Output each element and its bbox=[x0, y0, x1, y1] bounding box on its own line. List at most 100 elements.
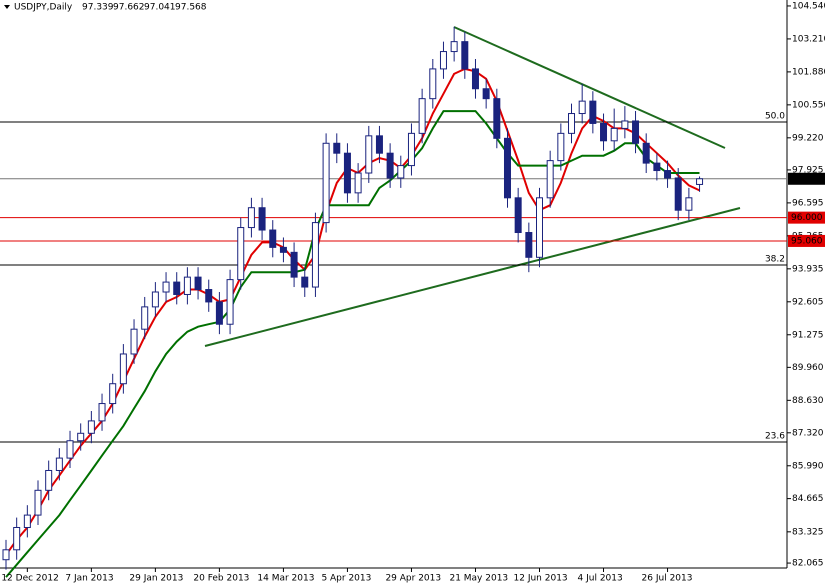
candle-body bbox=[503, 137, 511, 199]
x-tick-label: 29 Jan 2013 bbox=[129, 574, 183, 584]
candle-body bbox=[205, 289, 213, 303]
price-tag-label: 96.000 bbox=[791, 213, 823, 223]
candle-body bbox=[610, 127, 618, 142]
candle-body bbox=[365, 135, 373, 174]
candle-body bbox=[471, 68, 479, 90]
candle-body bbox=[13, 526, 21, 551]
candle-body bbox=[407, 132, 415, 167]
price-tag bbox=[788, 211, 825, 224]
candle-body bbox=[333, 142, 341, 154]
header-high: 97.662 bbox=[113, 3, 145, 13]
candle-body bbox=[173, 281, 181, 295]
x-tick-label: 12 Dec 2012 bbox=[1, 574, 59, 584]
candle-body bbox=[429, 68, 437, 100]
candle-body bbox=[66, 440, 74, 459]
y-tick-label: 101.880 bbox=[792, 67, 825, 77]
current-price-label: 97.568 bbox=[791, 174, 823, 184]
y-tick-label: 84.665 bbox=[792, 494, 824, 504]
y-tick-label: 82.065 bbox=[792, 559, 824, 569]
candle-body bbox=[77, 432, 85, 442]
candle-body bbox=[226, 279, 234, 325]
candle-body bbox=[311, 222, 319, 288]
y-tick-label: 83.325 bbox=[792, 527, 824, 537]
y-tick-label: 97.925 bbox=[792, 165, 824, 175]
candle-body bbox=[301, 276, 309, 288]
candle-body bbox=[557, 132, 565, 162]
candle-body bbox=[151, 291, 159, 308]
candle-body bbox=[269, 229, 277, 248]
candle-body bbox=[258, 207, 266, 231]
x-tick-label: 4 Jul 2013 bbox=[578, 574, 623, 584]
y-tick-label: 96.595 bbox=[792, 198, 824, 208]
y-tick-label: 87.320 bbox=[792, 428, 824, 438]
y-tick-label: 100.550 bbox=[792, 100, 825, 110]
x-tick-label: 12 Jun 2013 bbox=[514, 574, 568, 584]
candle-body bbox=[237, 227, 245, 281]
trendline-lower bbox=[204, 207, 741, 347]
candle-body bbox=[194, 276, 202, 291]
candle-body bbox=[696, 178, 704, 185]
x-tick-label: 5 Apr 2013 bbox=[321, 574, 371, 584]
candle-body bbox=[45, 469, 53, 491]
y-tick-label: 103.210 bbox=[792, 34, 825, 44]
candle-body bbox=[461, 41, 469, 70]
candle-body bbox=[493, 98, 501, 139]
candle-body bbox=[482, 88, 490, 100]
candle-body bbox=[290, 251, 298, 278]
candle-body bbox=[55, 457, 63, 471]
y-tick-label: 88.630 bbox=[792, 396, 824, 406]
candle-body bbox=[215, 301, 223, 325]
x-tick-label: 20 Feb 2013 bbox=[193, 574, 249, 584]
candle-body bbox=[664, 170, 672, 179]
y-tick-label: 99.220 bbox=[792, 133, 824, 143]
price-tag-label: 95.060 bbox=[791, 236, 823, 246]
candle-body bbox=[514, 197, 522, 234]
fib-label: 50.0 bbox=[765, 111, 785, 121]
menu-arrow[interactable] bbox=[4, 5, 10, 9]
y-tick-label: 89.960 bbox=[792, 363, 824, 373]
candle-body bbox=[23, 514, 31, 528]
candle-body bbox=[568, 113, 576, 134]
candle-body bbox=[34, 489, 42, 516]
candle-body bbox=[183, 276, 191, 295]
y-tick-label: 93.935 bbox=[792, 264, 824, 274]
x-tick-label: 29 Apr 2013 bbox=[385, 574, 441, 584]
candle-body bbox=[375, 135, 383, 154]
price-tag bbox=[788, 234, 825, 247]
candle-body bbox=[418, 98, 426, 134]
y-tick-label: 91.275 bbox=[792, 330, 824, 340]
candle-body bbox=[397, 165, 405, 179]
candle-body bbox=[98, 403, 106, 422]
indicator-line bbox=[5, 67, 700, 556]
candle-body bbox=[322, 142, 330, 224]
candle-body bbox=[119, 353, 127, 385]
y-tick-label: 92.605 bbox=[792, 297, 824, 307]
candle-body bbox=[642, 142, 650, 164]
candle-body bbox=[685, 197, 693, 211]
y-tick-label: 104.540 bbox=[792, 1, 825, 11]
candle-body bbox=[109, 383, 117, 405]
trendline-upper bbox=[453, 26, 726, 149]
x-tick-label: 21 May 2013 bbox=[449, 574, 508, 584]
fib-label: 23.6 bbox=[765, 431, 785, 441]
candle-body bbox=[621, 120, 629, 129]
plot bbox=[0, 26, 787, 578]
header-close: 97.568 bbox=[175, 3, 207, 13]
candle-body bbox=[439, 51, 447, 70]
candle-body bbox=[279, 246, 287, 253]
candle-body bbox=[386, 152, 394, 179]
candle-body bbox=[141, 306, 149, 330]
candle-body bbox=[600, 122, 608, 142]
candle-body bbox=[343, 152, 351, 194]
current-price-tag bbox=[788, 172, 825, 185]
y-tick-label: 85.990 bbox=[792, 461, 824, 471]
candle-body bbox=[546, 160, 554, 199]
candle-body bbox=[354, 172, 362, 194]
candle-body bbox=[162, 281, 170, 293]
header-open: 97.339 bbox=[82, 3, 114, 13]
candle-body bbox=[653, 162, 661, 172]
candle-body bbox=[450, 41, 458, 53]
header-low: 97.041 bbox=[144, 3, 176, 13]
x-tick-label: 7 Jan 2013 bbox=[65, 574, 113, 584]
